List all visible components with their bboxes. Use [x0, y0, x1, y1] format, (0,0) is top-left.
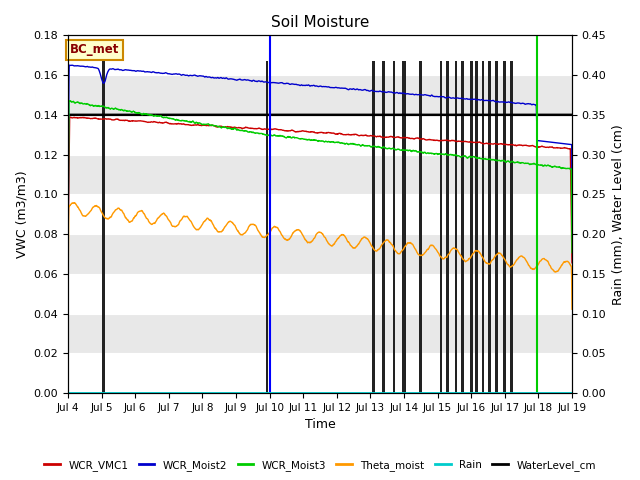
X-axis label: Time: Time — [305, 419, 335, 432]
Bar — [68, 313, 572, 353]
Bar — [68, 155, 572, 194]
Text: BC_met: BC_met — [70, 43, 119, 56]
Bar — [68, 353, 572, 393]
Y-axis label: VWC (m3/m3): VWC (m3/m3) — [15, 170, 28, 258]
Bar — [68, 234, 572, 274]
Bar — [68, 194, 572, 234]
Bar — [68, 274, 572, 313]
Bar — [68, 75, 572, 115]
Bar — [68, 115, 572, 155]
Legend: WCR_VMC1, WCR_Moist2, WCR_Moist3, Theta_moist, Rain, WaterLevel_cm: WCR_VMC1, WCR_Moist2, WCR_Moist3, Theta_… — [40, 456, 600, 475]
Y-axis label: Rain (mm), Water Level (cm): Rain (mm), Water Level (cm) — [612, 124, 625, 305]
Bar — [68, 36, 572, 75]
Title: Soil Moisture: Soil Moisture — [271, 15, 369, 30]
